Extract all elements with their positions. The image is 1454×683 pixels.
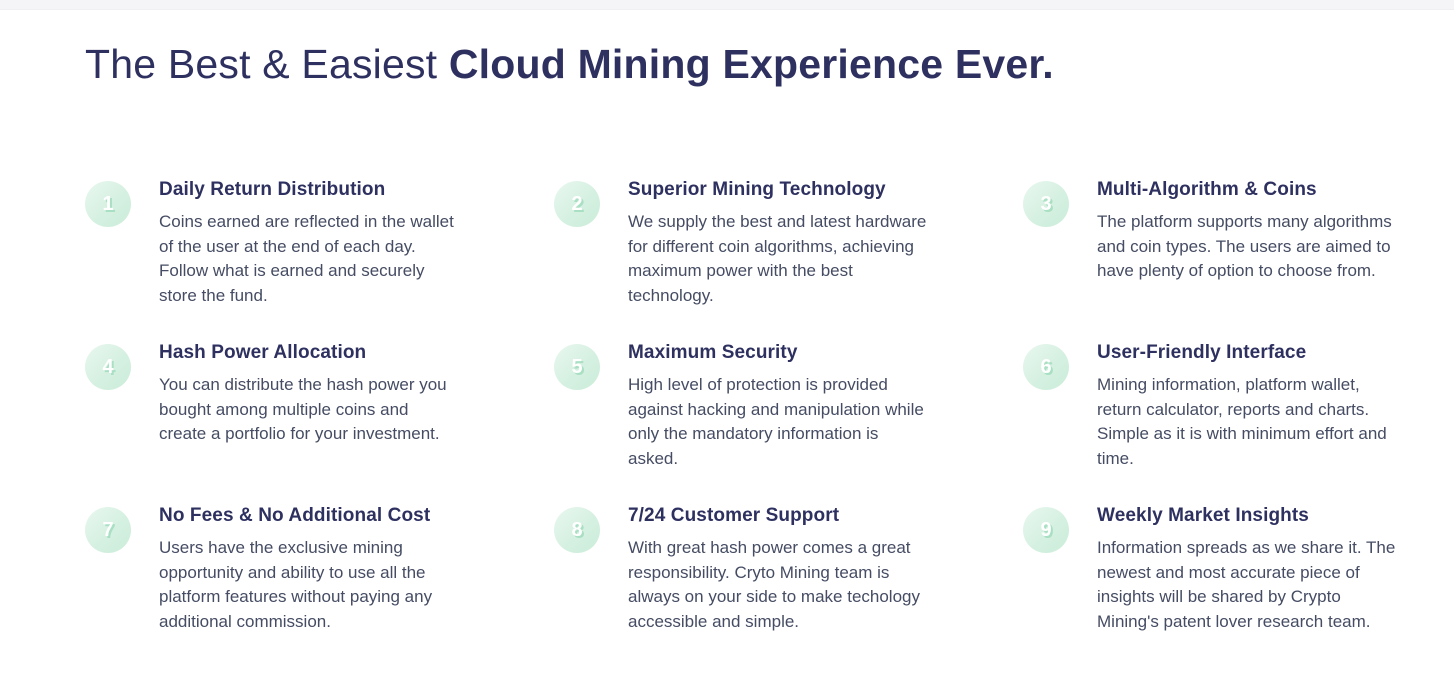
feature-number-badge: 4 (85, 344, 131, 391)
feature-title: User-Friendly Interface (1097, 342, 1307, 364)
features-section: The Best & Easiest Cloud Mining Experien… (0, 10, 1454, 634)
feature-number-badge: 3 (1023, 181, 1069, 228)
feature-description: We supply the best and latest hardware f… (628, 212, 927, 305)
feature-number: 3 (1040, 193, 1052, 216)
feature-description: Users have the exclusive mining opportun… (159, 538, 433, 631)
feature-card-user-friendly: 6 User-Friendly Interface Mining informa… (1023, 342, 1396, 471)
feature-title: Weekly Market Insights (1097, 505, 1309, 527)
feature-description: The platform supports many algorithms an… (1097, 212, 1392, 281)
feature-number: 1 (102, 193, 114, 216)
feature-title: Superior Mining Technology (628, 179, 886, 201)
section-heading-light: The Best & Easiest (85, 41, 449, 87)
feature-number-badge: 5 (554, 344, 600, 391)
feature-card-market-insights: 9 Weekly Market Insights Information spr… (1023, 505, 1396, 634)
feature-number-badge: 2 (554, 181, 600, 228)
feature-title: No Fees & No Additional Cost (159, 505, 431, 527)
feature-title: 7/24 Customer Support (628, 505, 840, 527)
feature-number: 7 (102, 519, 114, 542)
feature-description: Mining information, platform wallet, ret… (1097, 375, 1387, 468)
feature-number: 6 (1040, 356, 1052, 379)
feature-description: Coins earned are reflected in the wallet… (159, 212, 454, 305)
feature-number-badge: 9 (1023, 507, 1069, 554)
feature-title: Hash Power Allocation (159, 342, 367, 364)
feature-number: 5 (571, 356, 583, 379)
feature-title: Maximum Security (628, 342, 798, 364)
feature-title: Multi-Algorithm & Coins (1097, 179, 1317, 201)
feature-number-badge: 1 (85, 181, 131, 228)
feature-description: Information spreads as we share it. The … (1097, 538, 1396, 631)
feature-number-badge: 8 (554, 507, 600, 554)
features-grid: 1 Daily Return Distribution Coins earned… (85, 179, 1396, 634)
section-divider-strip (0, 0, 1454, 10)
feature-card-daily-return: 1 Daily Return Distribution Coins earned… (85, 179, 458, 308)
feature-card-maximum-security: 5 Maximum Security High level of protect… (554, 342, 927, 471)
feature-number: 2 (571, 193, 583, 216)
section-heading: The Best & Easiest Cloud Mining Experien… (85, 40, 1396, 89)
feature-card-multi-algorithm: 3 Multi-Algorithm & Coins The platform s… (1023, 179, 1396, 308)
feature-card-customer-support: 8 7/24 Customer Support With great hash … (554, 505, 927, 634)
feature-number: 4 (102, 356, 114, 379)
feature-card-no-fees: 7 No Fees & No Additional Cost Users hav… (85, 505, 458, 634)
feature-description: High level of protection is provided aga… (628, 375, 924, 468)
section-heading-bold: Cloud Mining Experience Ever. (448, 41, 1054, 87)
feature-title: Daily Return Distribution (159, 179, 386, 201)
feature-description: With great hash power comes a great resp… (628, 538, 920, 631)
feature-number: 8 (571, 519, 583, 542)
feature-card-hash-power: 4 Hash Power Allocation You can distribu… (85, 342, 458, 471)
feature-number: 9 (1040, 519, 1052, 542)
feature-description: You can distribute the hash power you bo… (159, 375, 447, 444)
feature-card-mining-technology: 2 Superior Mining Technology We supply t… (554, 179, 927, 308)
feature-number-badge: 6 (1023, 344, 1069, 391)
feature-number-badge: 7 (85, 507, 131, 554)
